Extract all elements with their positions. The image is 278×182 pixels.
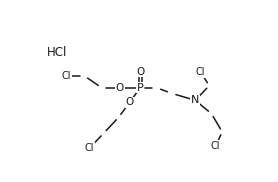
Text: O: O: [125, 97, 134, 107]
Text: P: P: [137, 83, 144, 93]
Text: Cl: Cl: [62, 71, 71, 81]
Text: Cl: Cl: [196, 67, 205, 77]
Text: Cl: Cl: [85, 143, 95, 153]
Text: O: O: [116, 83, 124, 93]
Text: O: O: [136, 67, 145, 77]
Text: Cl: Cl: [211, 141, 220, 151]
Text: HCl: HCl: [47, 46, 67, 59]
Text: N: N: [191, 95, 199, 105]
